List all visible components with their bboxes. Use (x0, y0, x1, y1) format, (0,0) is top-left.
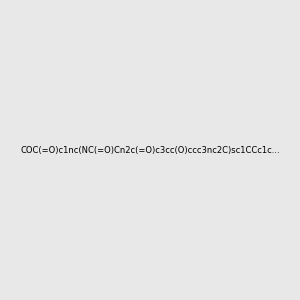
Text: COC(=O)c1nc(NC(=O)Cn2c(=O)c3cc(O)ccc3nc2C)sc1CCc1c...: COC(=O)c1nc(NC(=O)Cn2c(=O)c3cc(O)ccc3nc2… (20, 146, 280, 154)
